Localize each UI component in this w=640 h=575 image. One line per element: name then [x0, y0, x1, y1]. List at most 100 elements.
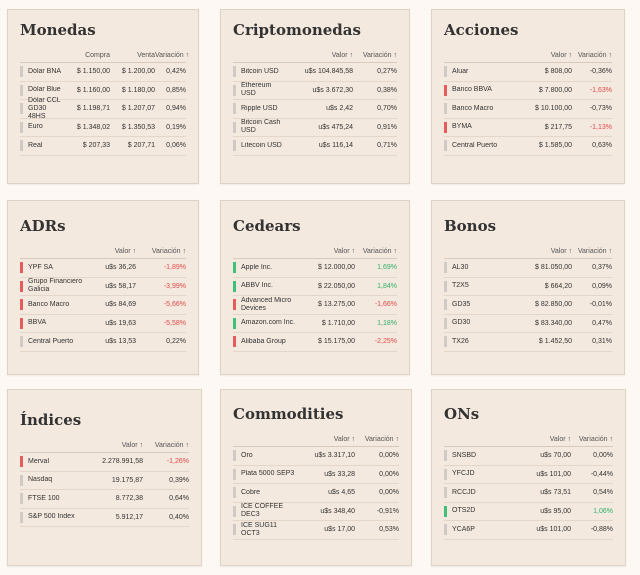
column-header[interactable]: Variación ↑ — [362, 52, 397, 59]
table-row[interactable]: Dólar BNA $ 1.150,00 $ 1.200,00 0,42% — [20, 63, 186, 82]
column-header[interactable]: Valor ↑ — [333, 436, 355, 443]
column-header[interactable]: Variación ↑ — [577, 248, 612, 255]
row-value: u$s 17,00 — [324, 526, 355, 534]
row-variation: -1,66% — [374, 301, 397, 309]
trend-indicator — [444, 84, 447, 96]
row-variation: 0,00% — [593, 452, 613, 460]
trend-indicator — [233, 66, 236, 78]
table-row[interactable]: S&P 500 Index 5.912,17 0,40% — [20, 509, 189, 527]
table-row[interactable]: Banco BBVA $ 7.800,00 -1,63% — [444, 82, 612, 100]
row-value: 8.772,38 — [115, 495, 143, 503]
table-row[interactable]: Central Puerto $ 1.585,00 0,63% — [444, 137, 612, 156]
table-row[interactable]: BBVA u$s 19,63 -5,58% — [20, 315, 186, 333]
row-variation: -0,01% — [589, 301, 612, 309]
table-row[interactable]: Bitcoin USD u$s 104.845,58 0,27% — [233, 63, 397, 82]
column-header[interactable]: Variación ↑ — [151, 248, 186, 255]
table-row[interactable]: Banco Macro u$s 84,69 -5,66% — [20, 296, 186, 315]
table-row[interactable]: Dólar CCL GD30 48HS $ 1.198,71 $ 1.207,07 0… — [20, 97, 186, 120]
row-name: GD30 — [452, 319, 471, 327]
table-row[interactable]: Cobre u$s 4,65 0,00% — [233, 484, 399, 503]
table-header: Valor ↑ Variación ↑ — [444, 47, 612, 63]
row-variation: 0,70% — [377, 105, 397, 113]
table-row[interactable]: TX26 $ 1.452,50 0,31% — [444, 333, 612, 352]
column-header[interactable]: Variación ↑ — [154, 442, 189, 449]
table-row[interactable]: Plata 5000 SEP3 u$s 33,28 0,00% — [233, 466, 399, 484]
table-row[interactable]: SNSBD u$s 70,00 0,00% — [444, 447, 613, 466]
row-value: u$s 58,17 — [105, 282, 136, 290]
trend-indicator — [20, 280, 23, 292]
row-variation: 0,31% — [592, 338, 612, 346]
row-variation: 0,22% — [166, 338, 186, 346]
row-value: $ 1.180,00 — [121, 86, 155, 94]
row-variation: 0,91% — [377, 123, 397, 131]
table-row[interactable]: YFCJD u$s 101,00 -0,44% — [444, 466, 613, 484]
row-variation: 0,37% — [592, 264, 612, 272]
table-row[interactable]: Apple Inc. $ 12.000,00 1,69% — [233, 259, 397, 278]
table-row[interactable]: Merval 2.278.991,58 -1,26% — [20, 453, 189, 472]
card-adrs: ADRs Valor ↑ Variación ↑ YPF SA u$s 36,26 -1,… — [7, 200, 199, 375]
table-row[interactable]: Amazon.com Inc. $ 1.710,00 1,18% — [233, 315, 397, 333]
column-header[interactable]: Valor ↑ — [550, 248, 572, 255]
table-row[interactable]: Aluar $ 808,00 -0,36% — [444, 63, 612, 82]
table-row[interactable]: Ripple USD u$s 2,42 0,70% — [233, 100, 397, 119]
row-variation: 0,63% — [592, 142, 612, 150]
table-row[interactable]: Bitcoin Cash USD u$s 475,24 0,91% — [233, 119, 397, 137]
card-title: Índices — [20, 411, 82, 429]
row-name: Dólar Blue — [28, 86, 61, 94]
row-value: 2.278.991,58 — [102, 458, 143, 466]
table-row[interactable]: OTS2D u$s 95,00 1,06% — [444, 503, 613, 521]
table-row[interactable]: RCCJD u$s 73,51 0,54% — [444, 484, 613, 503]
column-header[interactable]: Venta — [137, 52, 155, 59]
row-name: Merval — [28, 457, 50, 465]
table-row[interactable]: Oro u$s 3.317,10 0,00% — [233, 447, 399, 466]
row-variation: -0,91% — [376, 507, 399, 515]
row-name: Grupo Financiero Galicia — [28, 278, 83, 294]
row-name: BBVA — [28, 319, 47, 327]
table-row[interactable]: Real $ 207,33 $ 207,71 0,06% — [20, 137, 186, 156]
table-row[interactable]: BYMA $ 217,75 -1,13% — [444, 119, 612, 137]
table-row[interactable]: T2X5 $ 664,20 0,09% — [444, 278, 612, 296]
row-variation: 0,53% — [379, 526, 399, 534]
table-row[interactable]: Nasdaq 19.175,87 0,39% — [20, 472, 189, 490]
table-row[interactable]: Grupo Financiero Galicia u$s 58,17 -3,99% — [20, 278, 186, 296]
table-row[interactable]: GD30 $ 83.340,00 0,47% — [444, 315, 612, 333]
row-name: Litecoin USD — [241, 141, 282, 149]
column-header[interactable]: Variación ↑ — [364, 436, 399, 443]
column-header[interactable]: Variación ↑ — [577, 52, 612, 59]
table-row[interactable]: GD35 $ 82.850,00 -0,01% — [444, 296, 612, 315]
table-row[interactable]: Advanced Micro Devices $ 13.275,00 -1,66% — [233, 296, 397, 315]
table-row[interactable]: YCA6P u$s 101,00 -0,88% — [444, 521, 613, 540]
table-row[interactable]: Banco Macro $ 10.100,00 -0,73% — [444, 100, 612, 119]
table-row[interactable]: ABBV Inc. $ 22.050,00 1,84% — [233, 278, 397, 296]
card-title: Monedas — [20, 21, 96, 39]
column-header[interactable]: Valor ↑ — [114, 248, 136, 255]
table-row[interactable]: Euro $ 1.348,02 $ 1.350,53 0,19% — [20, 119, 186, 137]
row-variation: 0,64% — [169, 495, 189, 503]
row-variation: 0,54% — [593, 489, 613, 497]
trend-indicator — [20, 336, 23, 348]
column-header[interactable]: Compra — [85, 52, 110, 59]
column-header[interactable]: Valor ↑ — [550, 52, 572, 59]
trend-indicator — [20, 84, 23, 96]
table-row[interactable]: Dólar Blue $ 1.160,00 $ 1.180,00 0,85% — [20, 82, 186, 100]
table-row[interactable]: ICE SUG11 OCT3 u$s 17,00 0,53% — [233, 521, 399, 540]
trend-indicator — [444, 524, 447, 536]
row-name: T2X5 — [452, 282, 469, 290]
column-header[interactable]: Variación ↑ — [578, 436, 613, 443]
row-name: Dólar BNA — [28, 67, 62, 75]
table-row[interactable]: FTSE 100 8.772,38 0,64% — [20, 490, 189, 509]
table-row[interactable]: YPF SA u$s 36,26 -1,89% — [20, 259, 186, 278]
table-row[interactable]: ICE COFFEE DEC3 u$s 348,40 -0,91% — [233, 503, 399, 521]
column-header[interactable]: Valor ↑ — [333, 248, 355, 255]
table-row[interactable]: Litecoin USD u$s 116,14 0,71% — [233, 137, 397, 156]
table-row[interactable]: AL30 $ 81.050,00 0,37% — [444, 259, 612, 278]
table-row[interactable]: Alibaba Group $ 15.175,00 -2,25% — [233, 333, 397, 352]
column-header[interactable]: Variación ↑ — [155, 52, 190, 59]
table-row[interactable]: Central Puerto u$s 13,53 0,22% — [20, 333, 186, 352]
column-header[interactable]: Valor ↑ — [549, 436, 571, 443]
table-row[interactable]: Ethereum USD u$s 3.672,30 0,38% — [233, 82, 397, 100]
column-header[interactable]: Variación ↑ — [362, 248, 397, 255]
column-header[interactable]: Valor ↑ — [121, 442, 143, 449]
row-name: Banco Macro — [452, 104, 494, 112]
column-header[interactable]: Valor ↑ — [331, 52, 353, 59]
